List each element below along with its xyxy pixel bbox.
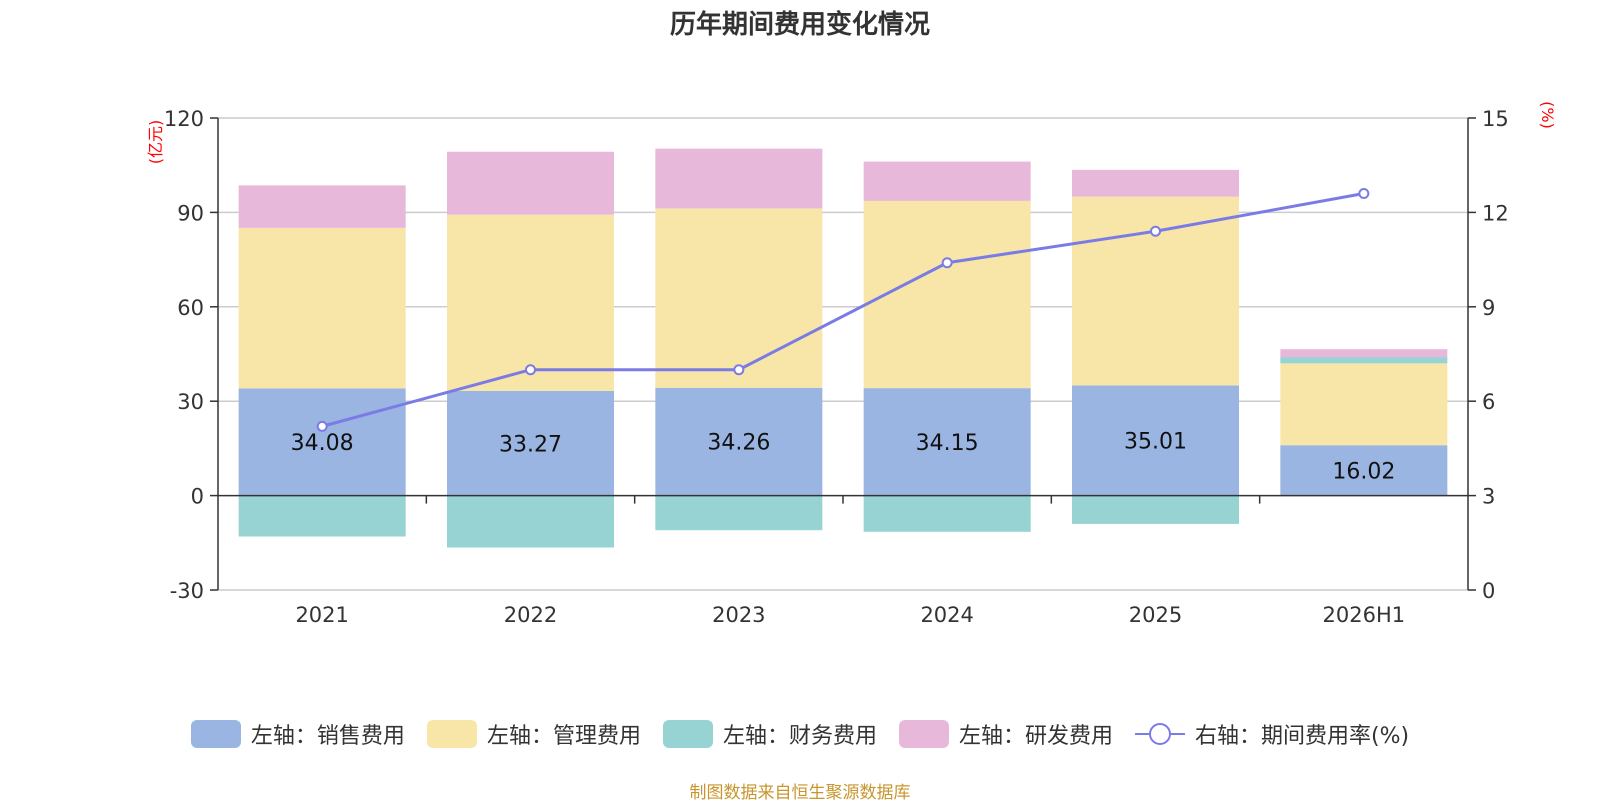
x-axis-tick-label: 2022 xyxy=(504,603,557,627)
bar-finance xyxy=(863,495,1031,532)
data-label: 33.27 xyxy=(499,432,562,457)
bar-rd xyxy=(1072,169,1239,197)
legend-label-expense-ratio: 右轴：期间费用率(%) xyxy=(1194,724,1410,749)
data-source-note: 制图数据来自恒生聚源数据库 xyxy=(689,783,911,803)
expense-ratio-point xyxy=(316,420,328,432)
expense-ratio-line xyxy=(321,192,1365,428)
bar-admin xyxy=(238,227,406,389)
legend-label-rd: 左轴：研发费用 xyxy=(958,724,1113,749)
bar-rd xyxy=(447,151,614,215)
legend: 左轴：销售费用 左轴：管理费用 左轴：财务费用 左轴：研发费用 右轴：期间费用率… xyxy=(0,718,1600,750)
expense-ratio-point xyxy=(1150,225,1161,237)
legend-label-sales: 左轴：销售费用 xyxy=(250,724,405,749)
bar-rd xyxy=(238,185,406,228)
legend-line-marker-icon xyxy=(1134,720,1185,748)
bar-finance xyxy=(1280,357,1448,364)
left-axis-unit: (亿元) xyxy=(146,120,165,165)
bar-sales xyxy=(1280,445,1448,496)
right-axis-tick-label: 9 xyxy=(1482,296,1495,320)
legend-label-finance: 左轴：财务费用 xyxy=(722,724,877,749)
bar-sales xyxy=(1072,385,1239,496)
legend-item-sales[interactable]: 左轴：销售费用 xyxy=(190,718,405,750)
legend-swatch-sales xyxy=(190,720,241,748)
legend-label-admin: 左轴：管理费用 xyxy=(486,724,641,749)
right-axis-tick-label: 15 xyxy=(1482,107,1509,131)
x-axis-tick-label: 2026H1 xyxy=(1323,603,1406,627)
expense-ratio-point xyxy=(941,257,953,269)
right-axis-tick-label: 3 xyxy=(1482,485,1495,509)
expense-ratio-point xyxy=(1358,188,1370,200)
legend-item-expense-ratio[interactable]: 右轴：期间费用率(%) xyxy=(1134,718,1410,750)
right-axis-unit: (%) xyxy=(1538,101,1557,129)
data-label: 16.02 xyxy=(1332,459,1395,484)
legend-swatch-finance xyxy=(662,720,713,748)
bar-sales xyxy=(447,390,614,496)
bar-sales xyxy=(655,387,823,496)
left-axis-tick-label: 60 xyxy=(177,296,204,320)
data-label: 34.08 xyxy=(291,431,354,456)
right-axis-tick-label: 6 xyxy=(1482,390,1495,414)
legend-swatch-rd xyxy=(898,720,949,748)
bar-sales xyxy=(238,388,406,496)
left-axis-tick-label: -30 xyxy=(170,579,204,603)
expense-ratio-point xyxy=(525,364,536,376)
legend-item-rd[interactable]: 左轴：研发费用 xyxy=(898,718,1113,750)
expense-ratio-point xyxy=(733,364,745,376)
legend-item-finance[interactable]: 左轴：财务费用 xyxy=(662,718,877,750)
right-axis-tick-label: 12 xyxy=(1482,201,1509,225)
bar-finance xyxy=(1072,495,1239,524)
left-axis-tick-label: 30 xyxy=(177,390,204,414)
bar-admin xyxy=(447,214,614,391)
bar-finance xyxy=(655,495,823,531)
x-axis-tick-label: 2024 xyxy=(920,603,973,627)
left-axis-tick-label: 90 xyxy=(177,201,204,225)
bar-admin xyxy=(863,200,1031,389)
data-label: 34.26 xyxy=(707,431,770,456)
x-axis-tick-label: 2021 xyxy=(295,603,348,627)
bar-finance xyxy=(447,495,614,548)
left-axis-tick-label: 0 xyxy=(191,485,204,509)
data-label: 35.01 xyxy=(1124,430,1187,455)
bar-rd xyxy=(1280,349,1448,358)
bar-admin xyxy=(655,208,823,388)
bar-rd xyxy=(863,161,1031,201)
x-axis-tick-label: 2023 xyxy=(712,603,765,627)
bar-rd xyxy=(655,148,823,209)
legend-swatch-admin xyxy=(426,720,477,748)
chart-title: 历年期间费用变化情况 xyxy=(669,10,930,40)
x-axis-tick-label: 2025 xyxy=(1129,603,1182,627)
right-axis-tick-label: 0 xyxy=(1482,579,1495,603)
data-label: 34.15 xyxy=(916,431,979,456)
left-axis-tick-label: 120 xyxy=(164,107,204,131)
bar-admin xyxy=(1072,196,1239,386)
legend-item-admin[interactable]: 左轴：管理费用 xyxy=(426,718,641,750)
bar-finance xyxy=(238,495,406,537)
bar-admin xyxy=(1280,363,1448,446)
bar-sales xyxy=(863,388,1031,496)
